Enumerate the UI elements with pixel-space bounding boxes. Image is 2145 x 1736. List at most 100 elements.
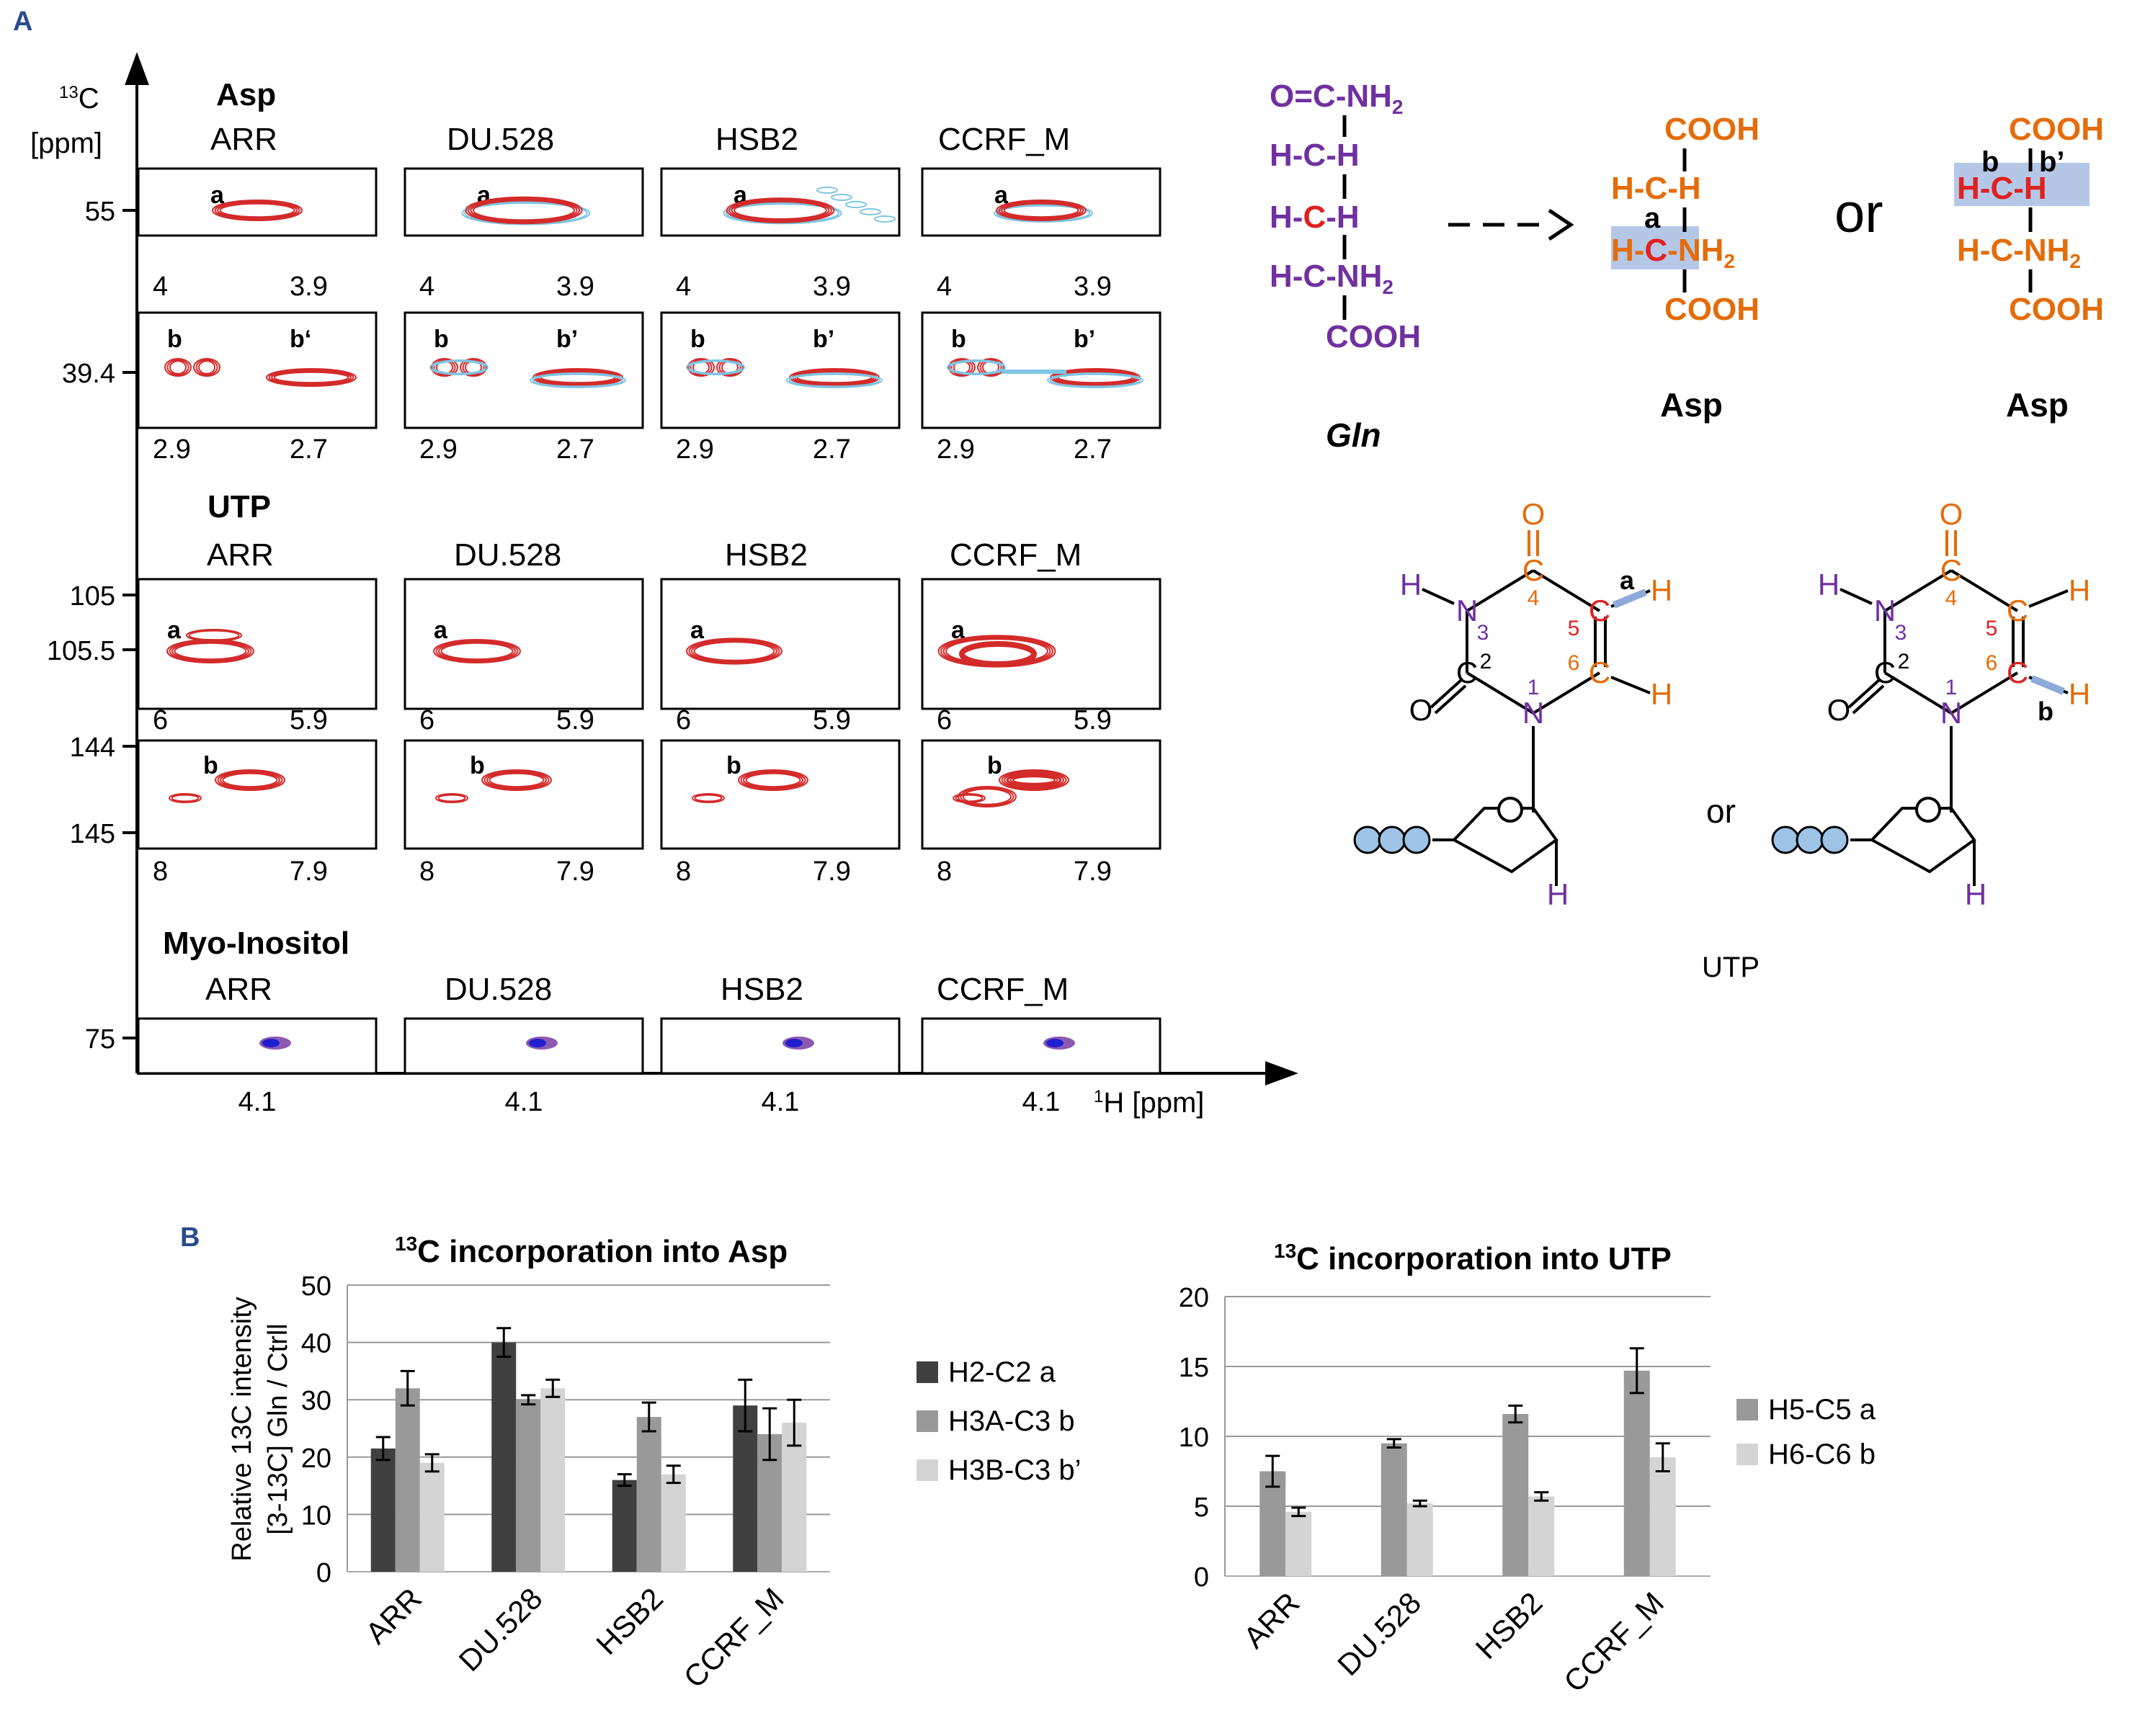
x-tick-label: HSB2 <box>589 1581 669 1661</box>
peak-contour <box>166 359 189 376</box>
chart-title-text: C incorporation into UTP <box>1296 1241 1672 1276</box>
peak-contour <box>979 359 1002 376</box>
x-tick: 2.7 <box>1074 434 1112 465</box>
x-tick: 2.9 <box>419 434 458 465</box>
asp2-row3-rest: -NH <box>2013 233 2069 268</box>
x-tick: 4 <box>937 272 952 302</box>
asp2-label: Asp <box>2006 386 2069 424</box>
peak-contour <box>470 199 578 222</box>
atom-c6: C <box>2007 656 2028 689</box>
x-tick: 2.7 <box>556 434 594 465</box>
panel-a-label: A <box>13 6 32 37</box>
atom-n3: N <box>1456 594 1478 627</box>
bar <box>395 1388 420 1572</box>
peak-contour <box>733 201 827 220</box>
peak-contour <box>738 769 808 791</box>
peak-contour <box>489 772 545 788</box>
asp2-mark-b-prime: b’ <box>2039 146 2065 178</box>
peak-contour <box>745 772 801 788</box>
gln-top-sub: 2 <box>1392 96 1404 118</box>
peak-label-a: a <box>434 617 448 644</box>
gln-top-text: O=C-NH <box>1270 79 1392 114</box>
peak-contour <box>266 368 357 387</box>
legend-swatch <box>917 1410 938 1432</box>
peak-contour <box>429 359 489 375</box>
x-axis-label-sup: 1 <box>1094 1087 1103 1106</box>
asp1-row2-h: H- <box>1611 171 1644 206</box>
asp2-row3-c: C <box>1990 233 2013 268</box>
peak-contour <box>723 202 842 225</box>
atom-num-4: 4 <box>1945 586 1958 610</box>
chart-title-text: C incorporation into Asp <box>417 1234 788 1269</box>
x-tick: 3.9 <box>1074 272 1112 302</box>
asp2-row3-h: H- <box>1957 233 1990 268</box>
peak-contour <box>462 359 485 376</box>
peak-contour <box>219 202 295 218</box>
peak-contour <box>438 641 516 661</box>
ring-bond <box>1847 679 1881 709</box>
x-tick: 3.9 <box>813 272 851 302</box>
atom-num-5: 5 <box>1986 617 1998 640</box>
phosphate-group <box>1771 826 1800 854</box>
spectrum-cell: 4 3.9 a <box>137 167 378 302</box>
peak-contour <box>169 640 252 663</box>
x-tick-label: DU.528 <box>1331 1585 1427 1682</box>
legend-label: H2-C2 a <box>948 1356 1056 1388</box>
cell-header: HSB2 <box>715 122 798 157</box>
peak-contour <box>693 641 775 661</box>
peak-contour <box>217 770 283 790</box>
peak-contour <box>433 359 456 376</box>
asp2-mark-b: b <box>1981 146 1999 178</box>
or-label-1: or <box>1834 183 1883 244</box>
chart-title: 13C incorporation into UTP <box>1274 1240 1672 1276</box>
peak-label-a: a <box>951 617 966 644</box>
ring-bond <box>1422 588 1455 605</box>
peak-contour <box>1007 774 1061 787</box>
x-tick: 4.1 <box>762 1087 800 1117</box>
x-tick: 7.9 <box>1074 856 1112 887</box>
gln-bottom: COOH <box>1326 319 1421 354</box>
peak-contour <box>532 373 624 388</box>
peak-contour <box>959 641 1037 667</box>
peak-contour <box>686 359 745 375</box>
atom-h6: H <box>2069 677 2090 711</box>
myo-section-title: Myo-Inositol <box>163 926 349 961</box>
chart-title: 13C incorporation into Asp <box>395 1232 788 1269</box>
gln-row4: H-C-NH2 <box>1270 259 1393 298</box>
peak-contour <box>166 639 254 663</box>
phosphate-group <box>1796 826 1824 854</box>
peak-label-a: a <box>994 182 1009 209</box>
bar <box>1649 1457 1676 1576</box>
spectrum-frame <box>403 1017 644 1075</box>
peak-contour <box>1006 772 1062 788</box>
peak-label-b: b <box>167 326 182 353</box>
utp-structure-label: UTP <box>1702 952 1760 983</box>
peak-contour <box>465 196 583 225</box>
bar-chart-1: 13C incorporation into Asp 0 10 20 30 40 50 Rel… <box>227 1232 1082 1694</box>
spectrum-cell: 6 5.9 a <box>137 578 378 735</box>
gln-top-line: O=C-NH2 <box>1270 79 1403 118</box>
peak-contour <box>692 793 725 803</box>
ring-bond <box>1852 684 1885 715</box>
ring-bond <box>1430 679 1463 709</box>
x-tick: 5.9 <box>290 705 328 735</box>
atom-num-5: 5 <box>1568 617 1580 640</box>
cell-header: CCRF_M <box>950 537 1082 573</box>
peak-contour <box>198 360 215 375</box>
peak-contour <box>688 639 780 663</box>
gln-row3-h: H- <box>1270 200 1303 235</box>
nmr-y-ticks: 55 39.4 105 105.5 144 145 75 <box>47 197 137 1055</box>
peak-contour <box>268 369 354 386</box>
peak-contour <box>1003 202 1079 218</box>
y-tick-label: 0 <box>1194 1562 1209 1593</box>
bar <box>540 1388 566 1572</box>
bar <box>370 1448 396 1572</box>
y-tick-55: 55 <box>85 197 115 227</box>
x-tick: 2.9 <box>153 434 191 465</box>
ring-bond <box>1466 671 1535 715</box>
atom-c5: C <box>2007 594 2028 627</box>
peak-label-b: b <box>203 752 218 779</box>
atom-num-3: 3 <box>1477 621 1489 645</box>
cell-header: DU.528 <box>445 972 552 1007</box>
atom-c6: C <box>1589 656 1610 689</box>
